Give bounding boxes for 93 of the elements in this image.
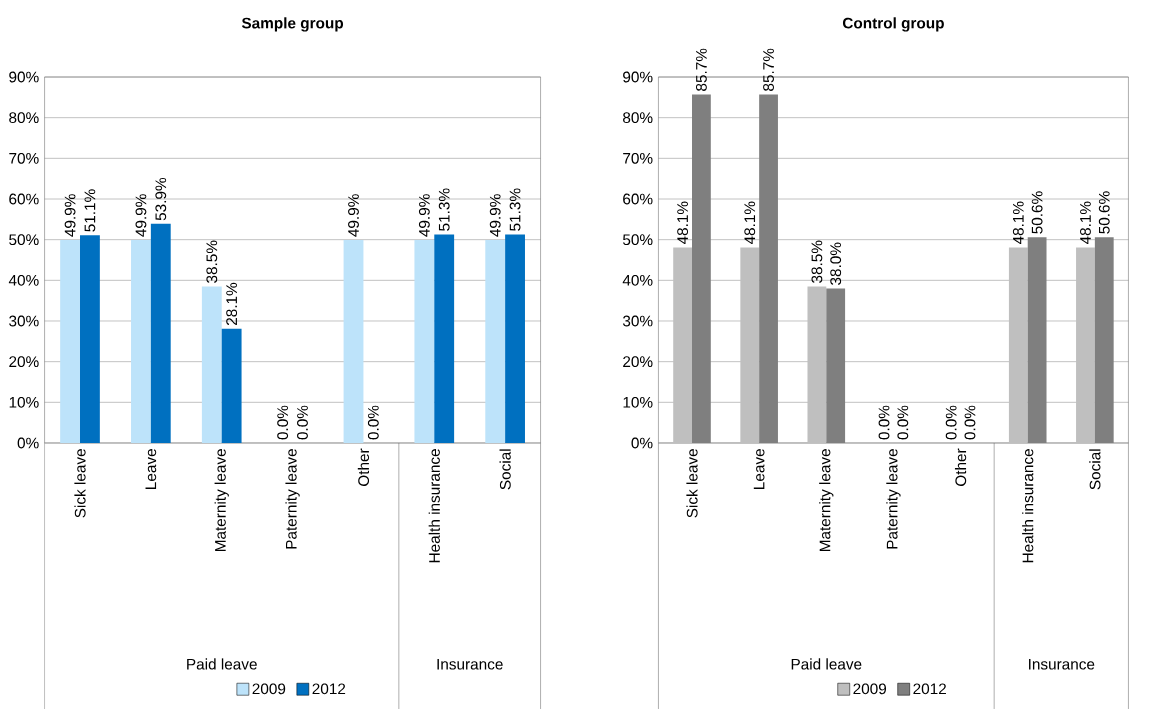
data-label: 49.9% — [418, 194, 430, 237]
bar — [740, 247, 760, 443]
data-label: 49.9% — [135, 194, 147, 237]
legend-label: 2009 — [853, 683, 887, 695]
legend-label: 2012 — [913, 683, 946, 695]
y-tick-label: 40% — [8, 274, 39, 286]
x-tick-label: Other — [954, 448, 967, 486]
data-label: 38.5% — [811, 240, 823, 283]
y-tick-label: 20% — [9, 356, 39, 368]
y-tick-label: 0% — [631, 437, 653, 449]
bar — [131, 240, 151, 443]
bar — [150, 223, 171, 443]
x-tick-label: Health insurance — [1022, 449, 1034, 563]
data-label: 48.1% — [677, 201, 689, 245]
text: Paid leave — [187, 658, 257, 670]
x-tick-label: Maternity leave — [214, 449, 229, 552]
y-tick-label: 70% — [623, 152, 653, 164]
legend-label: 2012 — [312, 683, 346, 695]
data-label: 0.0% — [878, 405, 890, 440]
legend-label: 2009 — [252, 683, 286, 695]
data-label: 53.9% — [155, 177, 167, 221]
bar — [60, 240, 81, 443]
bar — [759, 94, 778, 443]
x-tick-label: Health insurance — [428, 449, 440, 563]
data-label: 0.0% — [367, 405, 379, 440]
bar — [1076, 247, 1095, 443]
data-label: 0.0% — [964, 405, 976, 440]
bar — [201, 286, 222, 443]
y-tick-label: 0% — [17, 437, 39, 449]
bar — [343, 240, 364, 443]
data-label: 0.0% — [897, 405, 909, 440]
bar — [1094, 237, 1114, 443]
x-tick-label: Social — [1089, 449, 1101, 490]
data-label: 49.9% — [489, 194, 501, 237]
bar — [826, 288, 846, 443]
data-label: 85.7% — [763, 48, 774, 91]
y-tick-label: 50% — [9, 234, 39, 246]
chart-title: Control group — [842, 17, 944, 32]
y-tick-label: 90% — [9, 71, 39, 83]
data-label: 28.1% — [226, 282, 238, 326]
data-label: 49.9% — [348, 194, 359, 237]
data-label: 49.9% — [64, 194, 76, 237]
x-tick-label: Paternity leave — [886, 449, 901, 549]
y-tick-label: 50% — [622, 234, 653, 246]
data-label: 51.3% — [438, 188, 450, 231]
y-tick-label: 20% — [623, 356, 653, 368]
bar — [221, 328, 242, 443]
bar — [673, 247, 693, 443]
x-tick-label: Social — [499, 449, 511, 490]
data-label: 48.1% — [1080, 201, 1091, 245]
text: Insurance — [437, 658, 503, 670]
bar — [485, 240, 506, 443]
data-label: 0.0% — [277, 405, 289, 440]
data-label: 48.1% — [744, 201, 756, 245]
y-tick-label: 10% — [623, 396, 653, 408]
y-tick-label: 30% — [622, 315, 653, 327]
data-label: 48.1% — [1012, 201, 1024, 245]
chart-title: Sample group — [241, 17, 344, 32]
bar — [80, 235, 100, 443]
data-label: 38.5% — [206, 240, 218, 283]
text: Paid leave — [791, 658, 862, 670]
x-tick-label: Maternity leave — [819, 449, 834, 552]
bar — [505, 234, 525, 443]
y-tick-label: 90% — [623, 71, 653, 83]
text: Insurance — [1029, 658, 1095, 670]
x-tick-label: Leave — [753, 449, 765, 489]
bar — [434, 234, 455, 443]
y-tick-label: 80% — [9, 112, 39, 124]
x-tick-label: Sick leave — [74, 449, 86, 518]
y-tick-label: 40% — [622, 274, 653, 286]
data-label: 0.0% — [297, 405, 308, 440]
x-tick-label: Sick leave — [686, 449, 698, 518]
x-tick-label: Other — [357, 448, 370, 486]
y-tick-label: 30% — [9, 315, 39, 327]
y-tick-label: 60% — [623, 193, 653, 205]
x-tick-label: Paternity leave — [285, 449, 300, 549]
data-label: 0.0% — [945, 405, 957, 440]
y-tick-label: 80% — [623, 112, 653, 124]
bar — [1027, 237, 1047, 443]
data-label: 85.7% — [695, 48, 707, 91]
bar — [414, 240, 435, 443]
data-label: 38.0% — [830, 242, 842, 285]
bar — [692, 94, 711, 443]
data-label: 50.6% — [1098, 191, 1110, 234]
y-tick-label: 60% — [9, 193, 39, 205]
y-tick-label: 10% — [9, 396, 39, 408]
y-tick-label: 70% — [9, 152, 39, 164]
data-label: 51.3% — [509, 188, 521, 231]
x-tick-label: Leave — [145, 449, 157, 489]
bar — [807, 286, 827, 443]
bar — [1008, 247, 1028, 443]
data-label: 50.6% — [1031, 191, 1043, 234]
data-label: 51.1% — [84, 189, 96, 232]
